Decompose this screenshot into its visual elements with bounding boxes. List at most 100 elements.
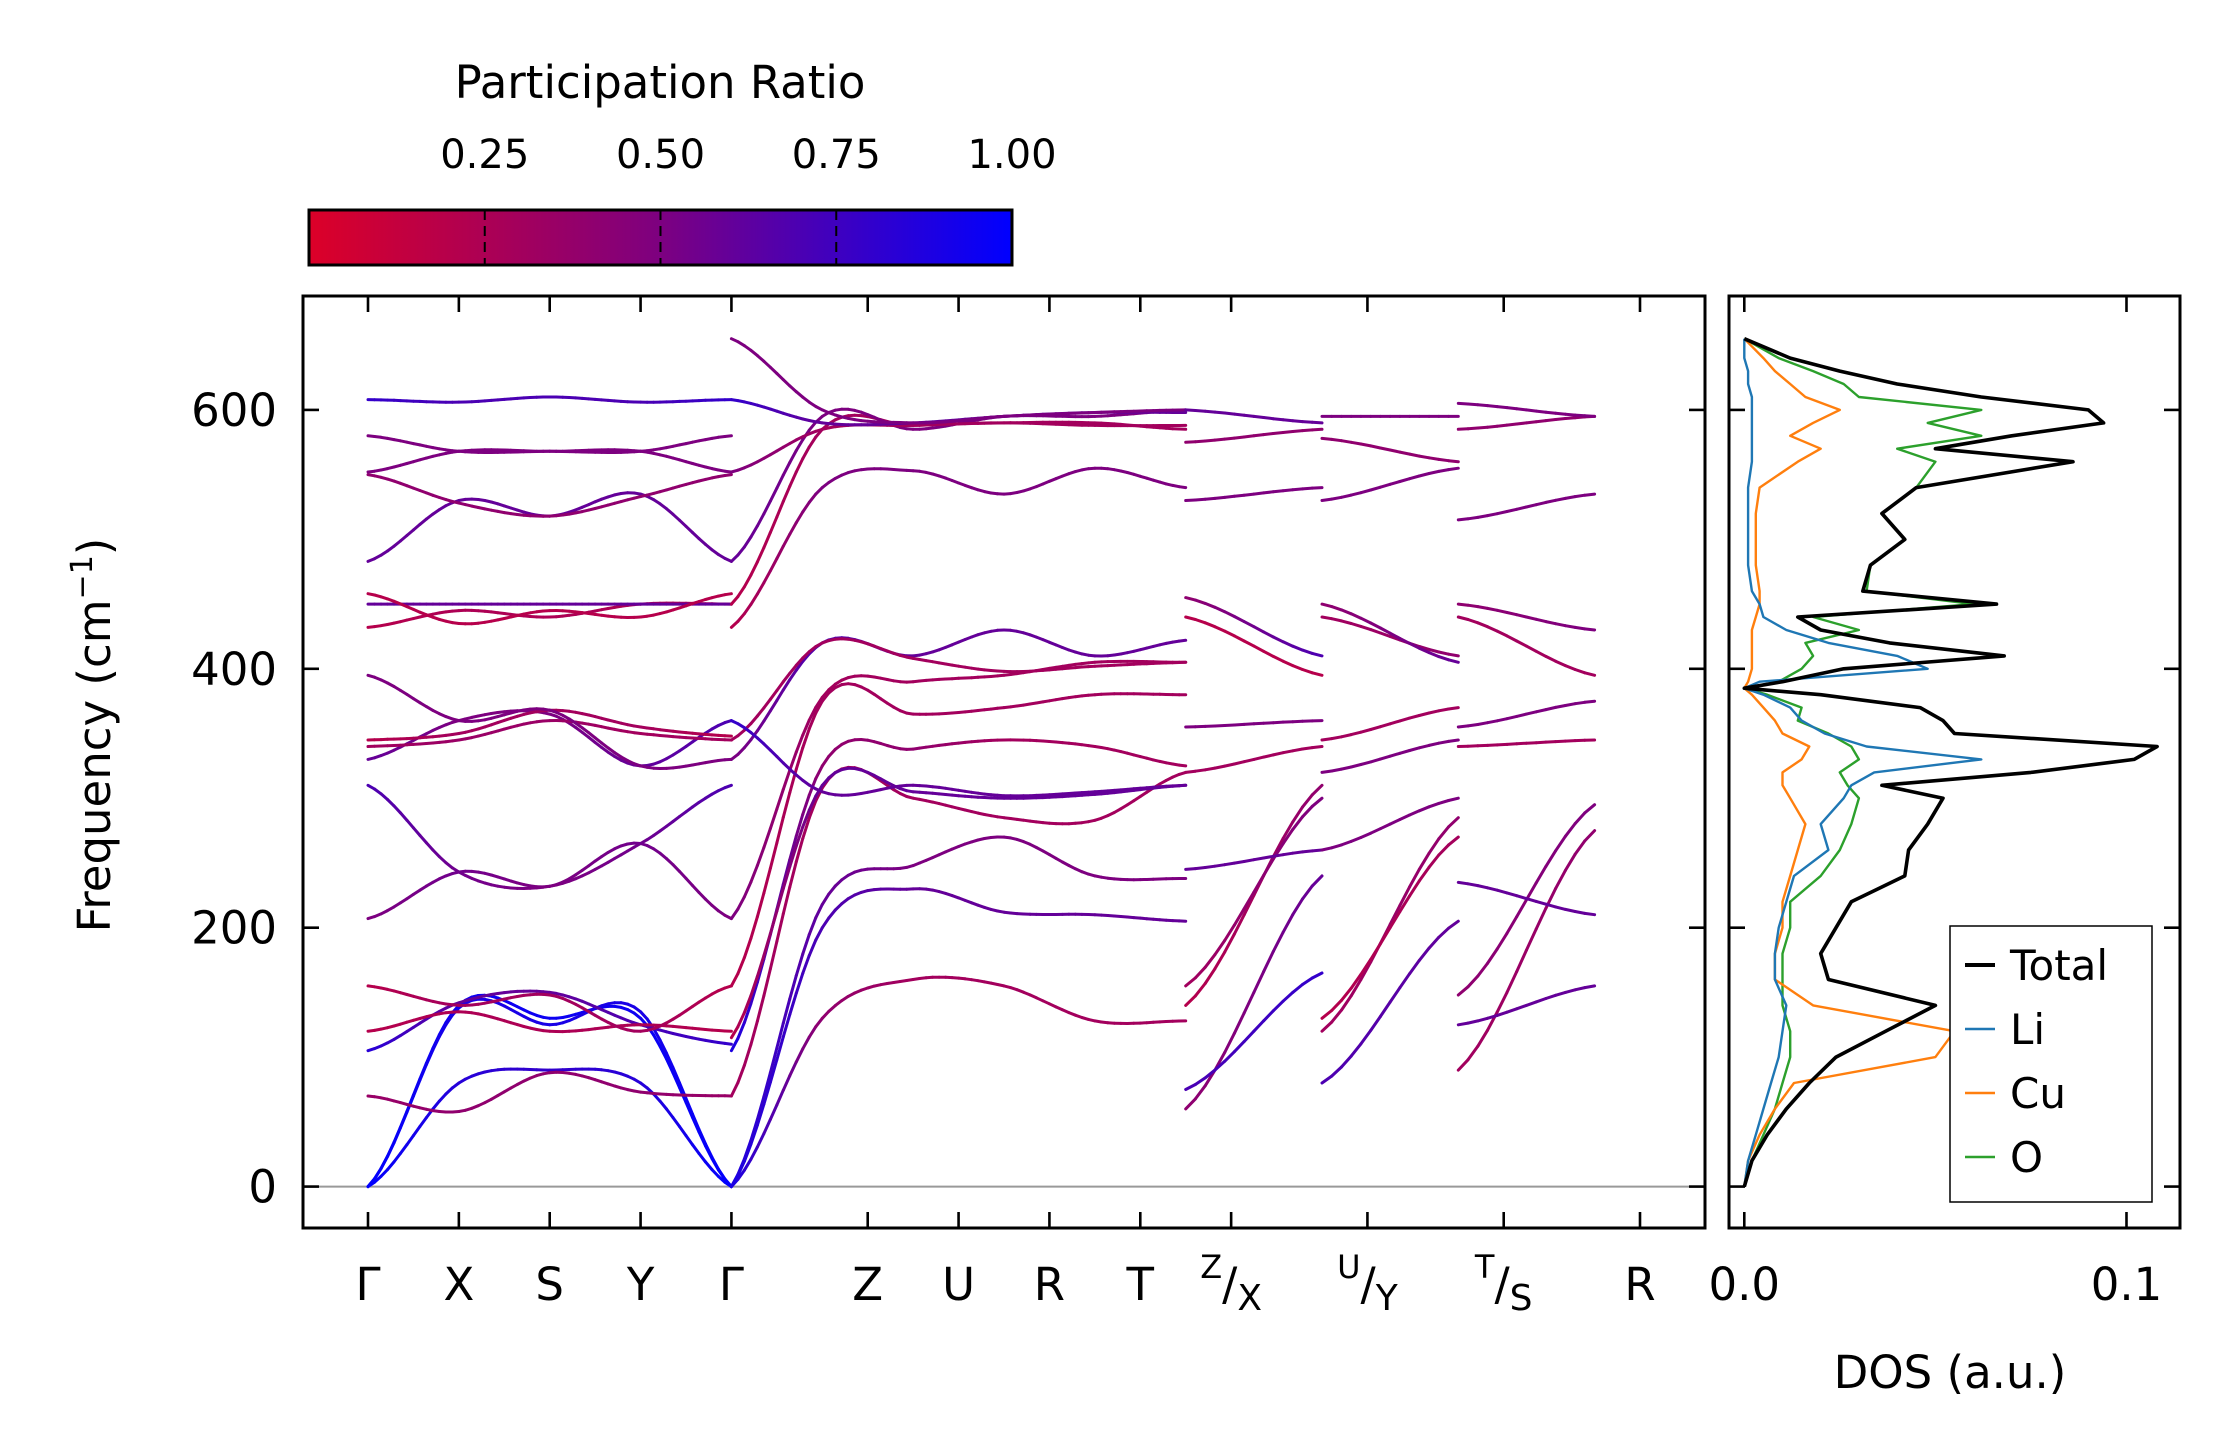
ylabel-main: Frequency (cm: [68, 599, 121, 932]
band-branch-piece: [1340, 986, 1353, 1002]
band-branch-piece: [1563, 988, 1577, 994]
band-branch-piece: [794, 510, 805, 525]
band-branch-piece: [1223, 1031, 1236, 1054]
band-branch-piece: [710, 1168, 720, 1178]
band-branch-piece: [1340, 1054, 1353, 1069]
band-branch: [1184, 874, 1324, 1111]
band-branch-piece: [1524, 615, 1538, 621]
band-branch-piece: [1291, 747, 1304, 753]
band-ytick-label: 400: [191, 643, 277, 696]
band-branch-piece: [788, 750, 798, 772]
band-branch-piece: [1271, 751, 1285, 757]
band-branch-piece: [788, 1060, 798, 1078]
band-branch-piece: [768, 909, 779, 936]
band-branch-piece: [1505, 507, 1519, 513]
band-branch-piece: [398, 811, 409, 822]
band-branch-piece: [1378, 482, 1392, 489]
band-branch-piece: [671, 1071, 681, 1089]
band-branch-piece: [1456, 1021, 1470, 1027]
band-branch-piece: [1486, 625, 1499, 633]
band-branch-piece: [1408, 746, 1421, 752]
band-branch-piece: [1193, 965, 1207, 980]
band-branch-piece: [697, 891, 707, 901]
band-branch-piece: [1232, 907, 1246, 927]
band-branch-piece: [788, 663, 798, 675]
band-branch-piece: [444, 1013, 454, 1027]
band-branch-piece: [1252, 873, 1266, 894]
band-branch-piece: [405, 818, 415, 830]
dos-x-axis-label: DOS (a.u.): [1834, 1346, 2067, 1399]
band-branch-piece: [781, 791, 792, 819]
xtick-sep: /: [1222, 1258, 1238, 1311]
colorbar-tick-label: 0.75: [792, 132, 881, 178]
band-branch-piece: [807, 799, 818, 820]
band-branch-piece: [1271, 654, 1285, 663]
band-branch-piece: [1330, 767, 1343, 773]
band-branch-piece: [1223, 494, 1236, 499]
band-branch-piece: [1184, 408, 1197, 412]
band-branch-piece: [1193, 598, 1207, 605]
band-branch-piece: [1340, 765, 1353, 771]
band-branch-piece: [1310, 486, 1324, 490]
band-branch-piece: [1515, 948, 1528, 974]
band-branch-piece: [807, 420, 818, 432]
band-branch-piece: [788, 844, 798, 869]
colorbar-ticks: 0.25 0.50 0.75 1.00: [440, 132, 1057, 265]
band-xtick-label: Γ: [355, 1258, 380, 1311]
band-branch-piece: [1495, 608, 1509, 614]
band-branch-piece: [755, 891, 766, 919]
band-branch-piece: [1369, 757, 1382, 764]
band-branch-piece: [1495, 717, 1509, 723]
band-branch-piece: [1534, 740, 1548, 745]
band-branch-piece: [684, 876, 694, 887]
band-branch-piece: [723, 592, 733, 597]
dos-xtick-label: 0.0: [1708, 1258, 1780, 1311]
dos-line-cu: [1743, 337, 1956, 1187]
band-branch-piece: [1554, 834, 1567, 853]
dos-x-ticks: 0.0 0.1: [1708, 296, 2162, 1311]
band-branch-piece: [1427, 456, 1441, 461]
band-branch-piece: [1330, 437, 1343, 443]
band-branch-piece: [1515, 505, 1528, 511]
band-branch-piece: [1193, 1076, 1207, 1086]
band-branch-piece: [1544, 418, 1558, 423]
band-branch-piece: [1369, 1015, 1382, 1032]
band-branch-piece: [1184, 440, 1197, 444]
band-branch-piece: [1524, 503, 1538, 509]
band-branch-piece: [1193, 618, 1207, 625]
band-branch-piece: [1554, 622, 1567, 628]
band-branch: [1456, 401, 1597, 418]
band-branch-piece: [1544, 902, 1558, 909]
band-branch-piece: [1524, 741, 1538, 745]
band-branch-piece: [1242, 434, 1256, 439]
band-branch-piece: [1515, 898, 1528, 919]
band-branch: [729, 887, 1188, 1189]
band-branch-piece: [1213, 863, 1227, 868]
band-branch-piece: [1573, 668, 1587, 675]
band-branch-piece: [794, 746, 805, 771]
band-branch-piece: [1486, 743, 1499, 747]
band-branch-piece: [1359, 760, 1373, 766]
band-branch: [1184, 596, 1324, 658]
band-branch-piece: [1534, 997, 1548, 1004]
band-branch: [729, 719, 1188, 798]
band-branch-piece: [742, 573, 753, 589]
band-branch-piece: [1447, 835, 1460, 847]
band-branch-piece: [1242, 858, 1256, 863]
dos-line-total: [1742, 337, 2159, 1188]
band-branch-piece: [768, 698, 779, 713]
band-branch-piece: [781, 865, 792, 891]
band-branch-piece: [1301, 420, 1314, 424]
band-branch: [729, 682, 1188, 988]
band-branch-piece: [1320, 497, 1334, 502]
ylabel-sup: −1: [65, 555, 100, 599]
band-branch-piece: [1223, 1050, 1236, 1063]
band-branch-piece: [788, 974, 798, 1001]
band-branch-piece: [781, 997, 792, 1025]
band-branch-piece: [1193, 982, 1207, 998]
band-branch-piece: [1408, 809, 1421, 817]
band-branch-piece: [1193, 866, 1207, 871]
band-branch-piece: [1184, 596, 1197, 602]
band-branch-piece: [1486, 947, 1499, 965]
band-branch-piece: [386, 1160, 396, 1172]
